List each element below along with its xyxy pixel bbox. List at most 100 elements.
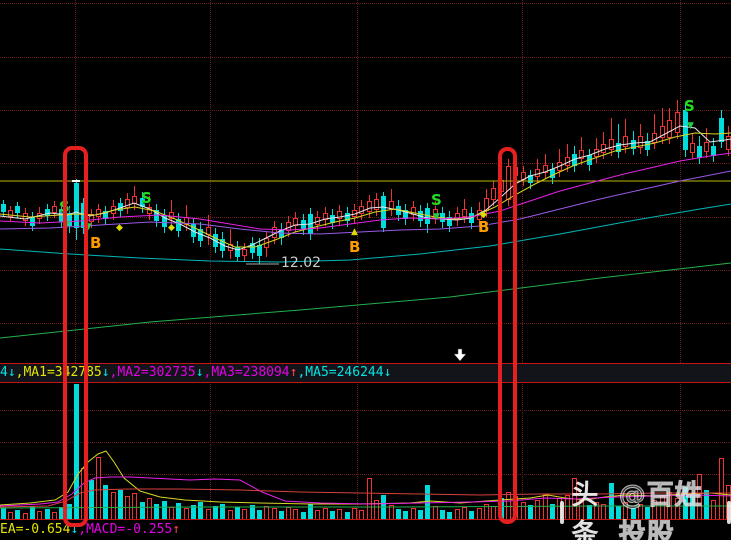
candle-body — [198, 229, 203, 241]
grid-line-vertical — [522, 0, 523, 519]
candle-body — [550, 169, 555, 178]
readout-segment: 4 — [0, 365, 8, 380]
watermark-brand: 头条 — [571, 480, 600, 540]
volume-bar — [118, 490, 123, 520]
volume-bar — [67, 504, 72, 520]
signal-buy-marker: B — [349, 238, 361, 256]
volume-bar — [447, 512, 452, 520]
volume-bar — [103, 485, 108, 520]
watermark-bar-right — [726, 500, 731, 524]
grid-line-vertical — [680, 0, 681, 519]
volume-bar — [330, 511, 335, 520]
candle-body — [623, 136, 628, 147]
candle-body — [616, 143, 621, 152]
candle-body — [528, 175, 533, 183]
candle-body — [579, 150, 584, 159]
grid-line-horizontal — [0, 163, 731, 164]
readout-segment: ↓ — [70, 522, 79, 537]
volume-bar — [176, 503, 181, 520]
volume-bar — [74, 384, 79, 520]
readout-segment: ↓ — [383, 365, 392, 380]
readout-segment: MA1=342785 — [23, 365, 102, 380]
candle-body — [697, 146, 702, 158]
signal-arrow-marker: ◆ — [480, 210, 487, 220]
candle-wick — [618, 124, 619, 158]
signal-arrow-marker: ◆ — [168, 223, 175, 233]
annotation-box-left — [63, 146, 88, 527]
volume-bar — [1, 508, 6, 520]
vma-red — [0, 488, 731, 508]
candle-body — [660, 126, 665, 138]
ma-violet — [0, 170, 731, 235]
candle-body — [704, 142, 709, 152]
candle-body — [74, 183, 79, 228]
volume-bar — [15, 510, 20, 520]
candle-body — [103, 211, 108, 219]
annotation-box-right — [498, 147, 517, 524]
ma-green — [0, 262, 731, 339]
readout-segment: MA3=238094 — [211, 365, 290, 380]
volume-bar — [609, 483, 614, 520]
watermark-handle: @百姓投股 — [618, 480, 703, 540]
volume-bar — [683, 487, 688, 520]
volume-bar — [645, 507, 650, 520]
candle-body — [667, 120, 672, 138]
signal-sell-marker: S — [141, 189, 152, 207]
candle-body — [506, 166, 511, 200]
readout-segment: MACD=-0.255 — [86, 522, 173, 537]
candle-body — [235, 247, 240, 257]
volume-bar — [631, 508, 636, 520]
candle-body — [176, 219, 181, 231]
volume-bar — [154, 504, 159, 520]
ma-yellow — [0, 132, 731, 248]
candle-body — [330, 215, 335, 223]
candle-body — [683, 110, 688, 150]
watermark-bar-left — [560, 500, 565, 524]
readout-segment: , — [15, 365, 24, 380]
candle-body — [711, 146, 716, 156]
candle-body — [374, 199, 379, 210]
open-price-tick — [72, 180, 80, 182]
candle-body — [675, 112, 680, 133]
volume-bar — [30, 506, 35, 520]
candle-body — [367, 201, 372, 212]
candle-body — [462, 209, 467, 217]
signal-buy-marker: B — [90, 234, 102, 252]
readout-segment: ↓ — [101, 365, 110, 380]
grid-line-horizontal — [0, 442, 731, 443]
signal-arrow-marker: ▼ — [433, 212, 440, 222]
candle-body — [543, 165, 548, 173]
volume-bar — [220, 504, 225, 520]
grid-line-horizontal — [0, 410, 731, 411]
readout-segment: EA=-0.654 — [0, 522, 71, 537]
volume-bar — [418, 510, 423, 520]
readout-segment: MA5=246244 — [305, 365, 384, 380]
candle-body — [609, 139, 614, 150]
grid-line-horizontal — [0, 3, 731, 4]
candle-body — [30, 217, 35, 226]
ma-magenta — [0, 152, 731, 231]
volume-bar — [140, 502, 145, 520]
grid-line-vertical — [75, 0, 76, 519]
volume-bar — [213, 506, 218, 520]
watermark: 头条 @百姓投股 — [560, 480, 731, 540]
volume-bar — [469, 511, 474, 520]
candle-body — [242, 249, 247, 256]
readout-segment: ↑ — [172, 522, 181, 537]
signal-sell-marker: S — [684, 97, 695, 115]
volume-bar — [440, 510, 445, 520]
readout-segment: , — [203, 365, 212, 380]
candle-body — [96, 209, 101, 217]
volume-bar — [528, 505, 533, 520]
volume-bar — [250, 505, 255, 520]
ma-short-white — [0, 125, 731, 251]
candle-body — [59, 209, 64, 222]
ma-cyan — [0, 203, 731, 263]
candle-body — [323, 213, 328, 220]
candle-body — [572, 154, 577, 166]
candle-body — [191, 224, 196, 237]
candle-body — [45, 209, 50, 216]
signal-arrow-marker: ◆ — [116, 223, 123, 233]
readout-segment: MA2=302735 — [117, 365, 196, 380]
